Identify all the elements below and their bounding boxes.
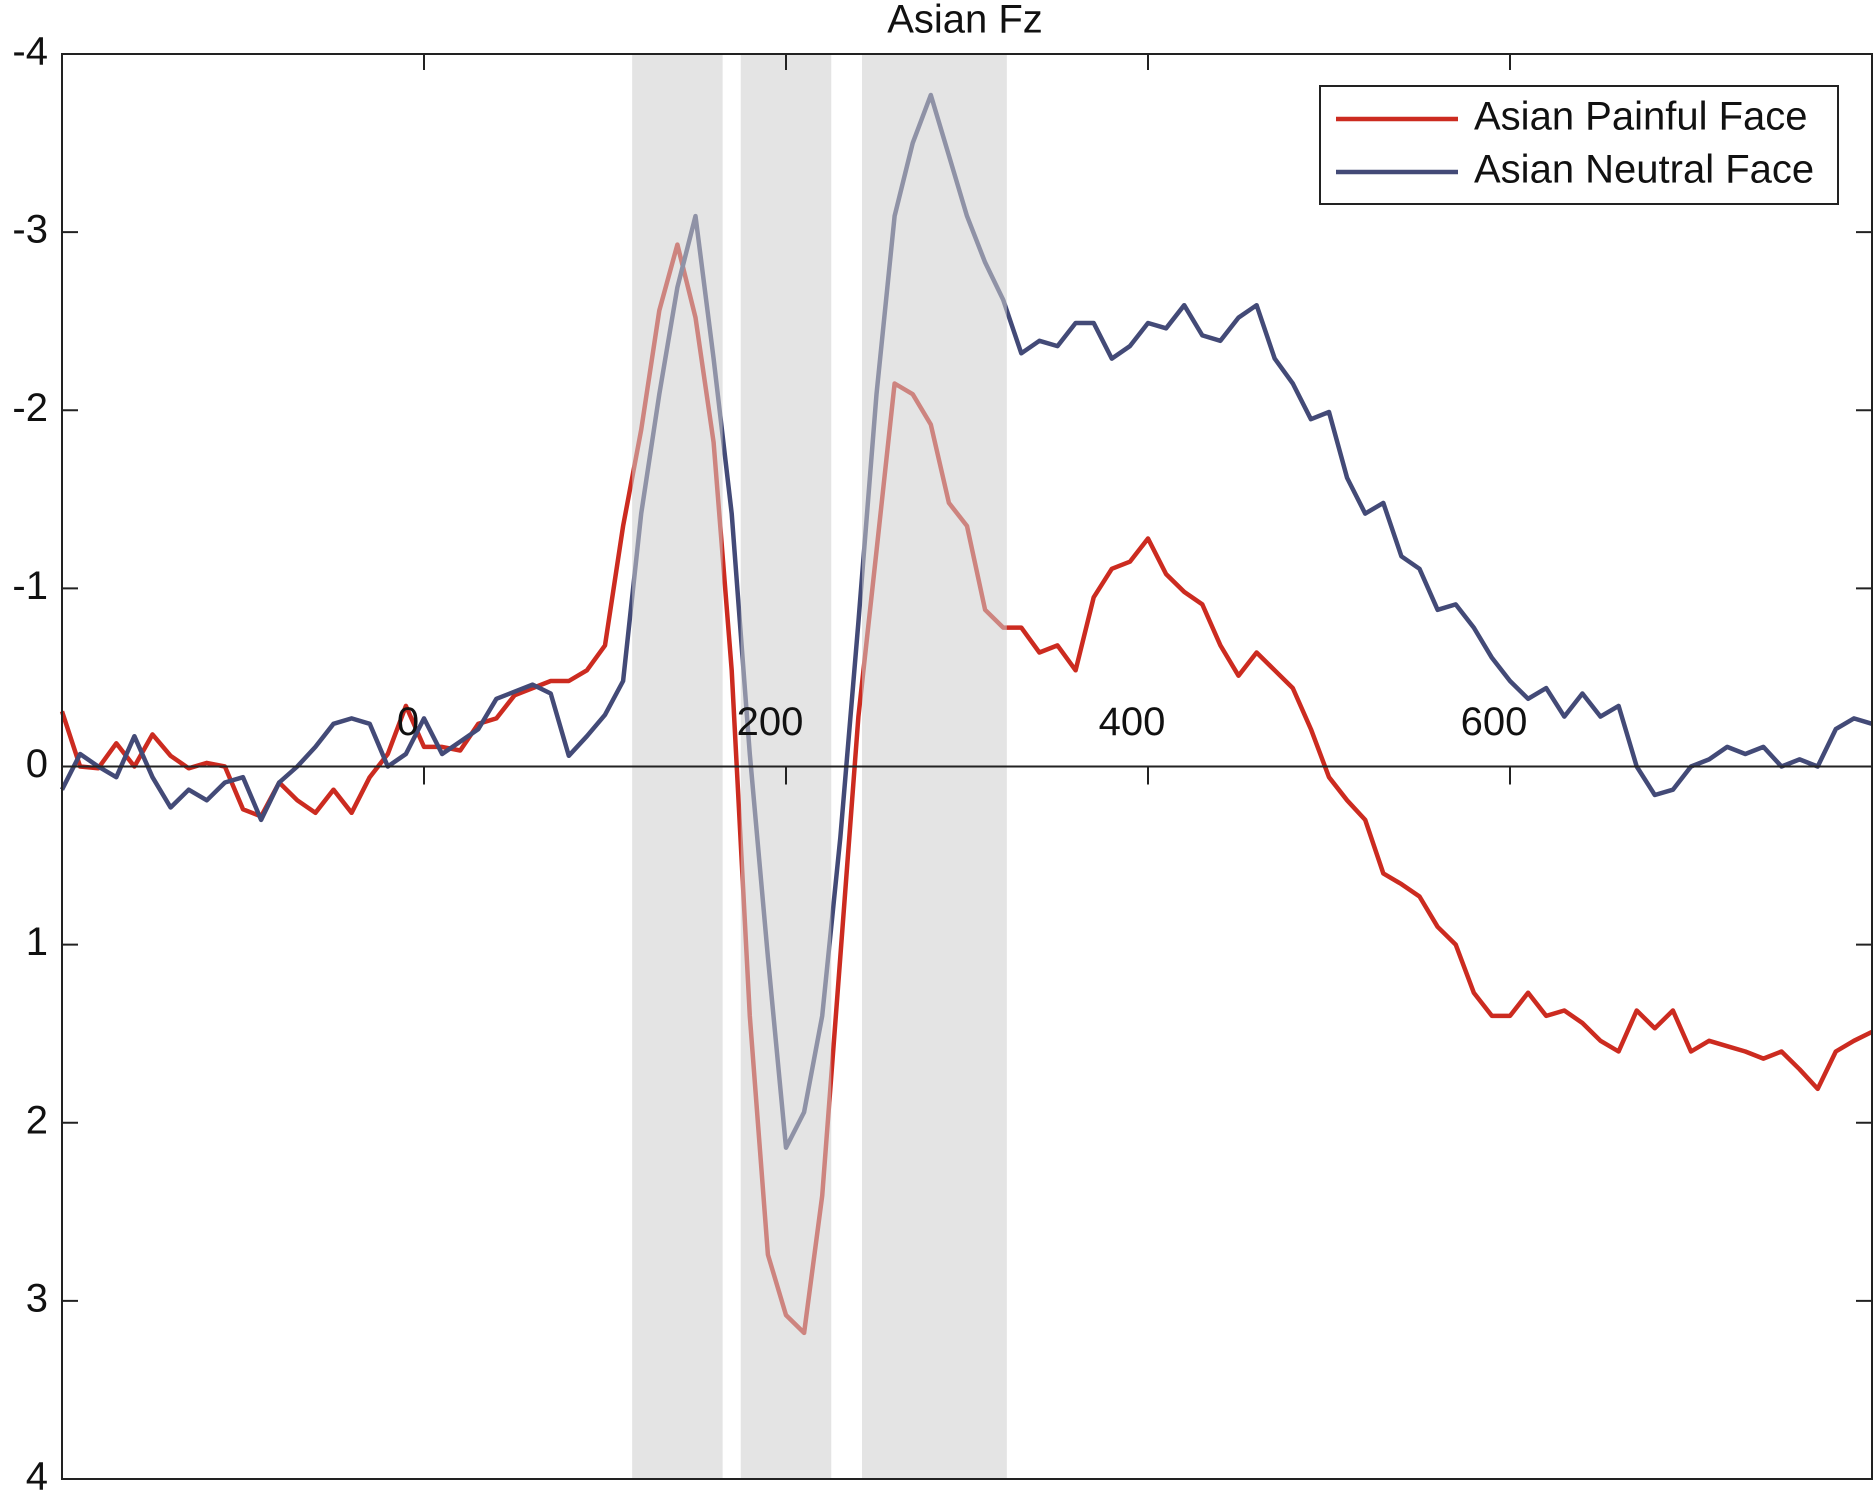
- y-tick-label: 1: [26, 920, 48, 964]
- x-tick-label: 200: [737, 700, 804, 744]
- legend-label: Asian Neutral Face: [1474, 148, 1814, 192]
- y-tick-label: -2: [12, 386, 48, 430]
- y-tick-label: -1: [12, 564, 48, 608]
- x-tick-label: 600: [1461, 700, 1528, 744]
- plot-frame: [61, 53, 1873, 1480]
- y-tick-label: -3: [12, 208, 48, 252]
- chart-title: Asian Fz: [887, 0, 1043, 42]
- y-tick-label: 4: [26, 1455, 48, 1498]
- y-tick-label: -4: [12, 30, 48, 74]
- y-tick-label: 2: [26, 1098, 48, 1142]
- legend-label: Asian Painful Face: [1474, 95, 1808, 139]
- x-tick-label: 400: [1099, 700, 1166, 744]
- x-tick-label: 0: [397, 700, 419, 744]
- y-tick-label: 0: [26, 742, 48, 786]
- y-tick-label: 3: [26, 1276, 48, 1320]
- legend-box: [1319, 85, 1839, 205]
